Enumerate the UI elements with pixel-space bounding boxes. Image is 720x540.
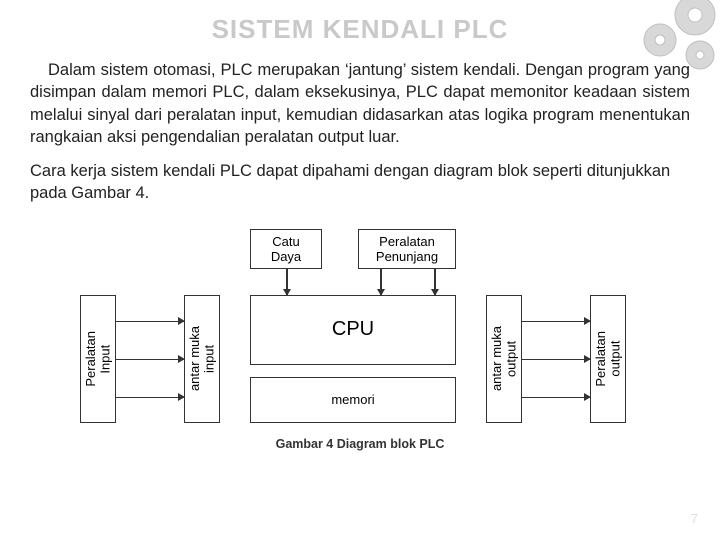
- arrow-2: [116, 397, 184, 399]
- arrow-0: [116, 321, 184, 323]
- node-am_output: antar muka output: [486, 295, 522, 423]
- node-cpu: CPU: [250, 295, 456, 365]
- arrow-1: [116, 359, 184, 361]
- arrow-7: [380, 269, 382, 295]
- node-label-am_output: antar muka output: [490, 326, 519, 391]
- paragraph-1: Dalam sistem otomasi, PLC merupakan ‘jan…: [30, 59, 690, 148]
- node-label-cpu: CPU: [332, 318, 374, 341]
- arrow-8: [434, 269, 436, 295]
- arrow-4: [522, 359, 590, 361]
- node-label-catu_daya: Catu Daya: [271, 234, 301, 264]
- block-diagram: Catu Daya Peralatan Penunjang Peralatan In…: [80, 221, 640, 431]
- arrow-3: [522, 321, 590, 323]
- node-per_output: Peralatan output: [590, 295, 626, 423]
- arrow-5: [522, 397, 590, 399]
- node-penunjang: Peralatan Penunjang: [358, 229, 456, 269]
- node-catu_daya: Catu Daya: [250, 229, 322, 269]
- node-memori: memori: [250, 377, 456, 423]
- node-label-penunjang: Peralatan Penunjang: [376, 234, 438, 264]
- corner-gears-icon: [600, 0, 720, 80]
- figure-caption: Gambar 4 Diagram blok PLC: [0, 437, 720, 451]
- node-label-per_input: Peralatan Input: [84, 331, 113, 387]
- node-label-memori: memori: [331, 392, 374, 407]
- node-per_input: Peralatan Input: [80, 295, 116, 423]
- paragraph-2: Cara kerja sistem kendali PLC dapat dipa…: [30, 160, 690, 205]
- node-am_input: antar muka input: [184, 295, 220, 423]
- arrow-6: [286, 269, 288, 295]
- page-number: 7: [691, 511, 698, 526]
- node-label-am_input: antar muka input: [188, 326, 217, 391]
- node-label-per_output: Peralatan output: [594, 331, 623, 387]
